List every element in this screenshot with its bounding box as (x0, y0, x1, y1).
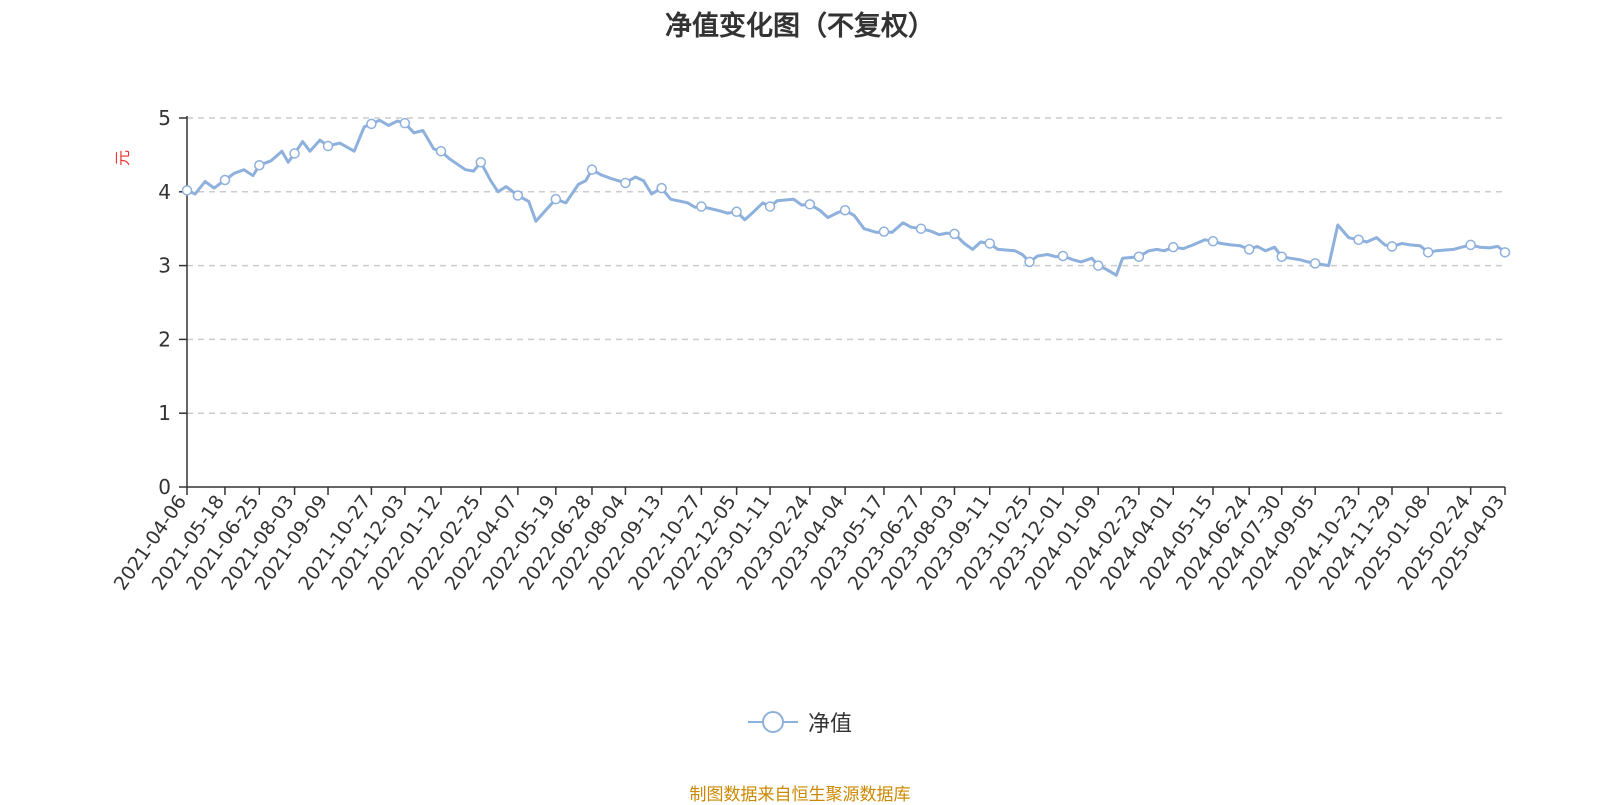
series-point (1309, 258, 1321, 269)
chart-title: 净值变化图（不复权） (665, 11, 935, 42)
series-point (586, 164, 598, 175)
series-point (620, 177, 631, 189)
series-point (512, 190, 524, 201)
series-point (475, 157, 487, 168)
series-point (949, 228, 960, 240)
series-point (254, 159, 265, 171)
series-point (696, 201, 707, 212)
series-point (731, 206, 742, 217)
series-point (181, 185, 193, 196)
series-point (1386, 241, 1398, 252)
series-point (1167, 241, 1179, 253)
series-point (915, 223, 927, 234)
y-tick-label: 5 (158, 106, 171, 130)
y-tick-label: 0 (158, 475, 171, 499)
series-point (1057, 250, 1069, 262)
legend: 净值 (0, 706, 1600, 738)
x-ticks: 2021-04-062021-05-182021-06-252021-08-03… (110, 487, 1509, 594)
series-point (289, 148, 300, 159)
series-point (1499, 247, 1511, 258)
series-point (1465, 239, 1476, 251)
series-point (219, 174, 231, 186)
source-note: 制图数据来自恒生聚源数据库 (689, 785, 911, 805)
y-tick-label: 1 (158, 401, 171, 425)
y-ticks: 0 1 2 3 4 5 (158, 106, 187, 499)
series-point (1207, 235, 1219, 247)
y-axis-label: 元 (113, 150, 132, 166)
series-point (435, 145, 447, 157)
series-point (1243, 244, 1255, 255)
series-point (1276, 251, 1287, 262)
legend-label[interactable]: 净值 (807, 712, 852, 737)
series-point (366, 118, 377, 130)
series-point (550, 193, 562, 205)
series-point (656, 182, 667, 194)
y-tick-label: 2 (158, 327, 171, 351)
series-point (878, 226, 890, 237)
series-layer (181, 117, 1511, 277)
series-point (1133, 251, 1145, 262)
axes (186, 116, 1505, 488)
series-point (322, 140, 334, 152)
legend-line-circle-icon (747, 711, 798, 733)
y-tick-label: 3 (158, 254, 171, 278)
series-point (839, 205, 851, 216)
series-point (1092, 260, 1104, 271)
grid-lines (187, 117, 1505, 414)
series-point (1422, 247, 1434, 258)
series-point (1024, 256, 1035, 268)
series-point (764, 201, 776, 212)
series-line (186, 118, 1506, 277)
series-point (399, 117, 411, 129)
series-point (1353, 234, 1364, 246)
series-point (984, 238, 995, 249)
series-point (804, 199, 816, 210)
y-tick-label: 4 (158, 180, 171, 204)
